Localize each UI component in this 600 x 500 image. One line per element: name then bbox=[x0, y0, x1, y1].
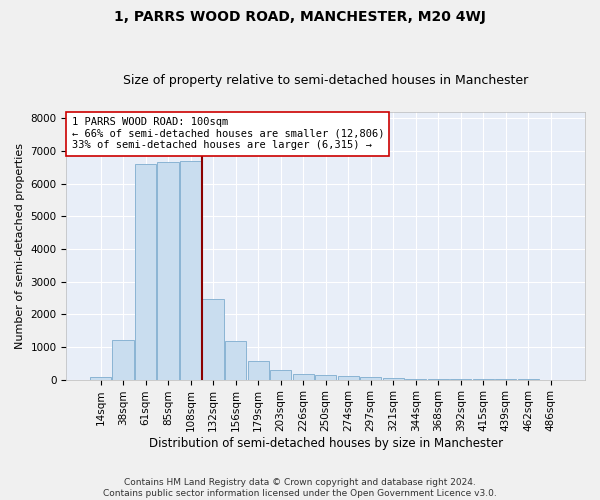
Bar bbox=[315, 376, 337, 380]
Text: 1, PARRS WOOD ROAD, MANCHESTER, M20 4WJ: 1, PARRS WOOD ROAD, MANCHESTER, M20 4WJ bbox=[114, 10, 486, 24]
Bar bbox=[405, 378, 427, 380]
Bar bbox=[157, 162, 179, 380]
X-axis label: Distribution of semi-detached houses by size in Manchester: Distribution of semi-detached houses by … bbox=[149, 437, 503, 450]
Bar bbox=[270, 370, 292, 380]
Bar bbox=[383, 378, 404, 380]
Bar bbox=[293, 374, 314, 380]
Bar bbox=[112, 340, 134, 380]
Bar bbox=[202, 298, 224, 380]
Bar bbox=[135, 164, 157, 380]
Bar bbox=[360, 376, 382, 380]
Bar bbox=[225, 342, 247, 380]
Bar bbox=[248, 362, 269, 380]
Text: Contains HM Land Registry data © Crown copyright and database right 2024.
Contai: Contains HM Land Registry data © Crown c… bbox=[103, 478, 497, 498]
Title: Size of property relative to semi-detached houses in Manchester: Size of property relative to semi-detach… bbox=[123, 74, 529, 87]
Text: 1 PARRS WOOD ROAD: 100sqm
← 66% of semi-detached houses are smaller (12,806)
33%: 1 PARRS WOOD ROAD: 100sqm ← 66% of semi-… bbox=[71, 117, 384, 150]
Bar bbox=[338, 376, 359, 380]
Bar bbox=[180, 161, 202, 380]
Y-axis label: Number of semi-detached properties: Number of semi-detached properties bbox=[15, 142, 25, 348]
Bar bbox=[90, 377, 112, 380]
